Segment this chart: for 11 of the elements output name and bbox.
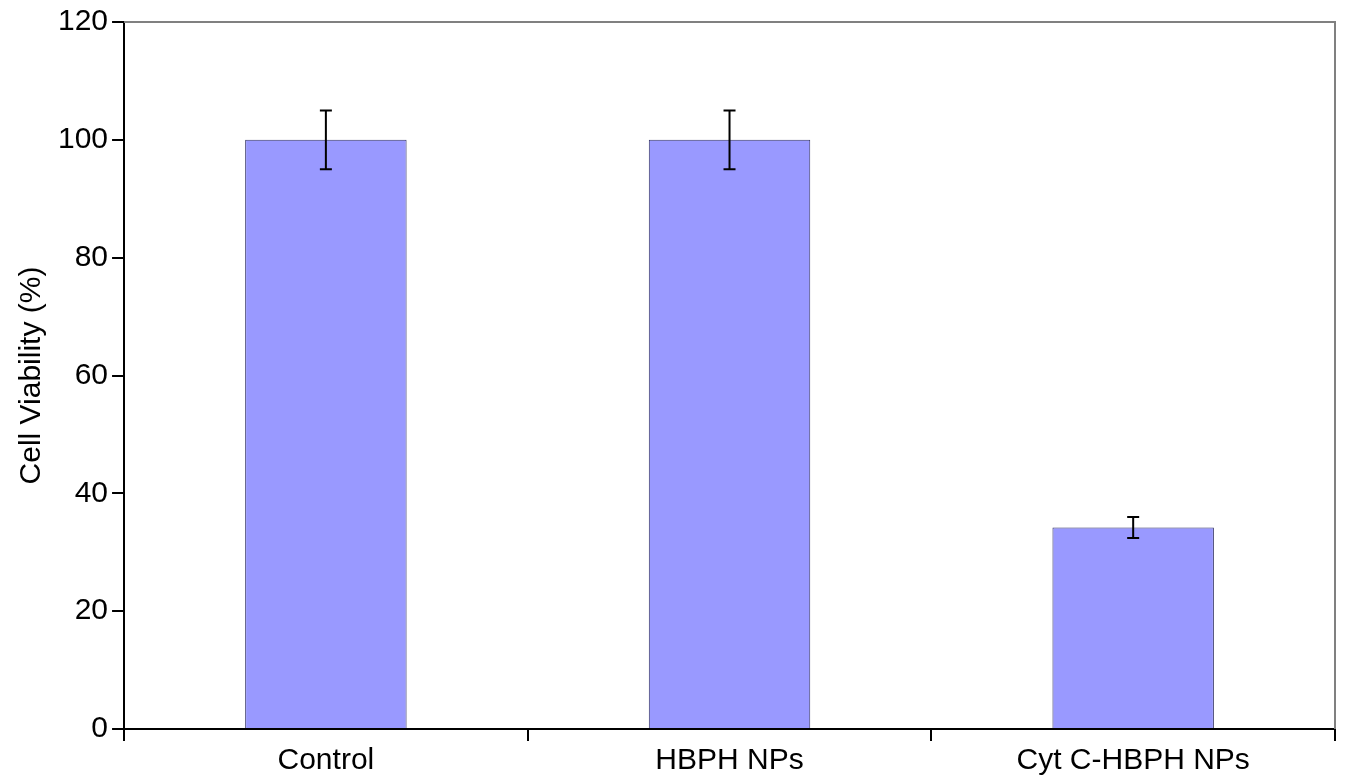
y-tick-label: 60 <box>74 356 109 390</box>
x-tick-label: HBPH NPs <box>655 742 804 776</box>
x-tick-label: Control <box>277 742 375 776</box>
x-tick-label: Cyt C-HBPH NPs <box>1016 742 1250 776</box>
y-tick-label: 120 <box>57 3 109 37</box>
y-tick-label: 20 <box>74 592 109 626</box>
y-tick-label: 100 <box>57 121 109 155</box>
y-tick-label: 0 <box>91 710 109 744</box>
y-axis-title: Cell Viability (%) <box>13 266 47 485</box>
y-tick-label: 40 <box>74 474 109 508</box>
y-tick-label: 80 <box>74 238 109 272</box>
